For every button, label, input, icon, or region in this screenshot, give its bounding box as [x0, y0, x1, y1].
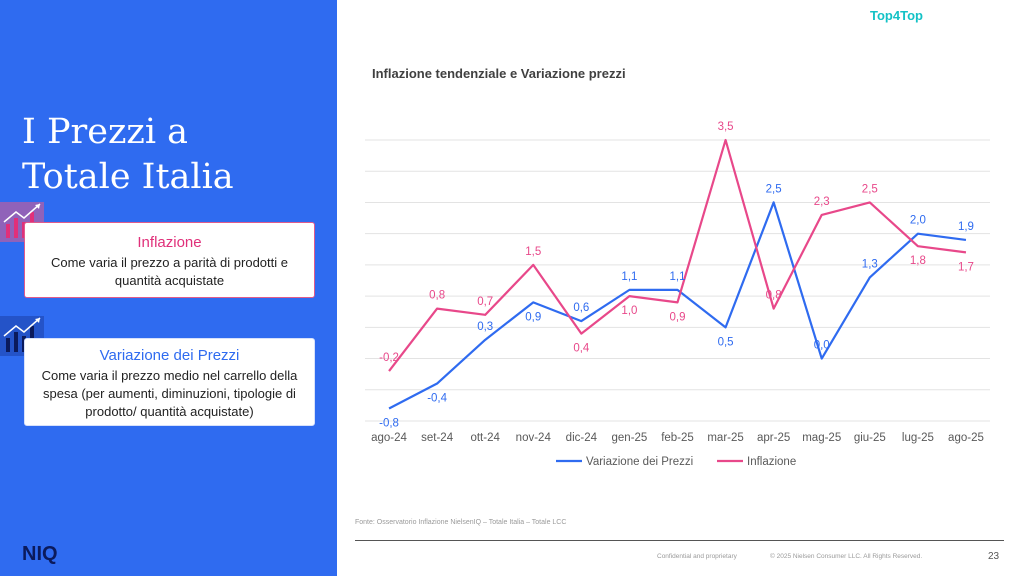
x-tick-label: apr-25	[757, 432, 790, 444]
x-tick-label: ago-25	[948, 432, 984, 444]
data-label: 2,0	[910, 215, 926, 227]
data-label: 0,4	[573, 343, 590, 355]
data-label: 1,7	[958, 261, 974, 273]
data-label: 0,0	[814, 340, 830, 352]
x-tick-label: set-24	[421, 432, 454, 444]
x-tick-label: mar-25	[707, 432, 743, 444]
slide-title: I Prezzi a Totale Italia	[22, 112, 234, 197]
data-label: 0,8	[766, 290, 782, 302]
data-label: -0,4	[427, 393, 447, 405]
data-label: -0,2	[379, 352, 399, 364]
data-label: 1,5	[525, 246, 541, 258]
data-label: 0,6	[573, 302, 589, 314]
inflation-definition-box: Inflazione Come varia il prezzo a parità…	[24, 222, 315, 298]
data-label: 0,9	[670, 311, 686, 323]
brand-logo: NIQ	[22, 543, 58, 565]
chart-series-lines	[388, 138, 967, 410]
data-label: 1,8	[910, 255, 926, 267]
top-tag: Top4Top	[870, 8, 923, 23]
data-label: 0,5	[718, 336, 734, 348]
data-label: 2,5	[766, 183, 782, 195]
chart-gridlines	[365, 139, 990, 422]
data-label: 1,1	[621, 271, 637, 283]
chart-legend: Variazione dei Prezzi Inflazione	[556, 456, 796, 468]
data-label: 1,9	[958, 221, 974, 233]
series-line-inflation	[388, 138, 967, 372]
left-panel: I Prezzi a Totale Italia Inflazione Come…	[0, 0, 337, 576]
data-label: 1,3	[862, 258, 878, 270]
footer-divider	[355, 540, 1004, 541]
data-label: 2,3	[814, 196, 830, 208]
chart-title: Inflazione tendenziale e Variazione prez…	[372, 66, 626, 81]
legend-label: Inflazione	[747, 456, 796, 468]
price-change-definition-box: Variazione dei Prezzi Come varia il prez…	[24, 338, 315, 426]
data-label: 0,9	[525, 311, 541, 323]
data-label: 1,0	[621, 305, 637, 317]
price-change-definition-title: Variazione dei Prezzi	[99, 347, 240, 364]
x-tick-label: feb-25	[661, 432, 694, 444]
data-label: 2,5	[862, 183, 878, 195]
x-tick-label: nov-24	[516, 432, 552, 444]
data-label: -0,8	[379, 418, 399, 430]
x-tick-label: dic-24	[566, 432, 598, 444]
data-label: 0,3	[477, 321, 493, 333]
x-tick-label: giu-25	[854, 432, 886, 444]
x-tick-label: mag-25	[802, 432, 841, 444]
x-tick-label: gen-25	[612, 432, 648, 444]
data-label: 1,1	[670, 271, 686, 283]
footer-copyright: © 2025 Nielsen Consumer LLC. All Rights …	[770, 553, 923, 560]
source-note: Fonte: Osservatorio Inflazione NielsenIQ…	[355, 519, 567, 526]
data-label: 0,8	[429, 290, 445, 302]
x-tick-label: ago-24	[371, 432, 407, 444]
inflation-definition-text: Come varia il prezzo a parità di prodott…	[50, 255, 288, 288]
x-tick-label: lug-25	[902, 432, 934, 444]
legend-label: Variazione dei Prezzi	[586, 456, 693, 468]
x-tick-label: ott-24	[470, 432, 500, 444]
page-number: 23	[988, 551, 1000, 562]
footer-confidential: Confidential and proprietary	[657, 553, 737, 560]
chart-x-axis: ago-24 set-24 ott-24 nov-24 dic-24 gen-25 feb-…	[371, 432, 984, 444]
chart-data-labels: -0,8 -0,4 0,3 0,9 0,6 1,1 1,1 0,5 2,5 0,0 1,3 2,0 1,…	[379, 121, 974, 430]
data-label: 0,7	[477, 296, 493, 308]
inflation-definition-title: Inflazione	[137, 234, 202, 251]
data-label: 3,5	[718, 121, 734, 133]
price-change-definition-text: Come varia il prezzo medio nel carrello …	[41, 368, 298, 419]
